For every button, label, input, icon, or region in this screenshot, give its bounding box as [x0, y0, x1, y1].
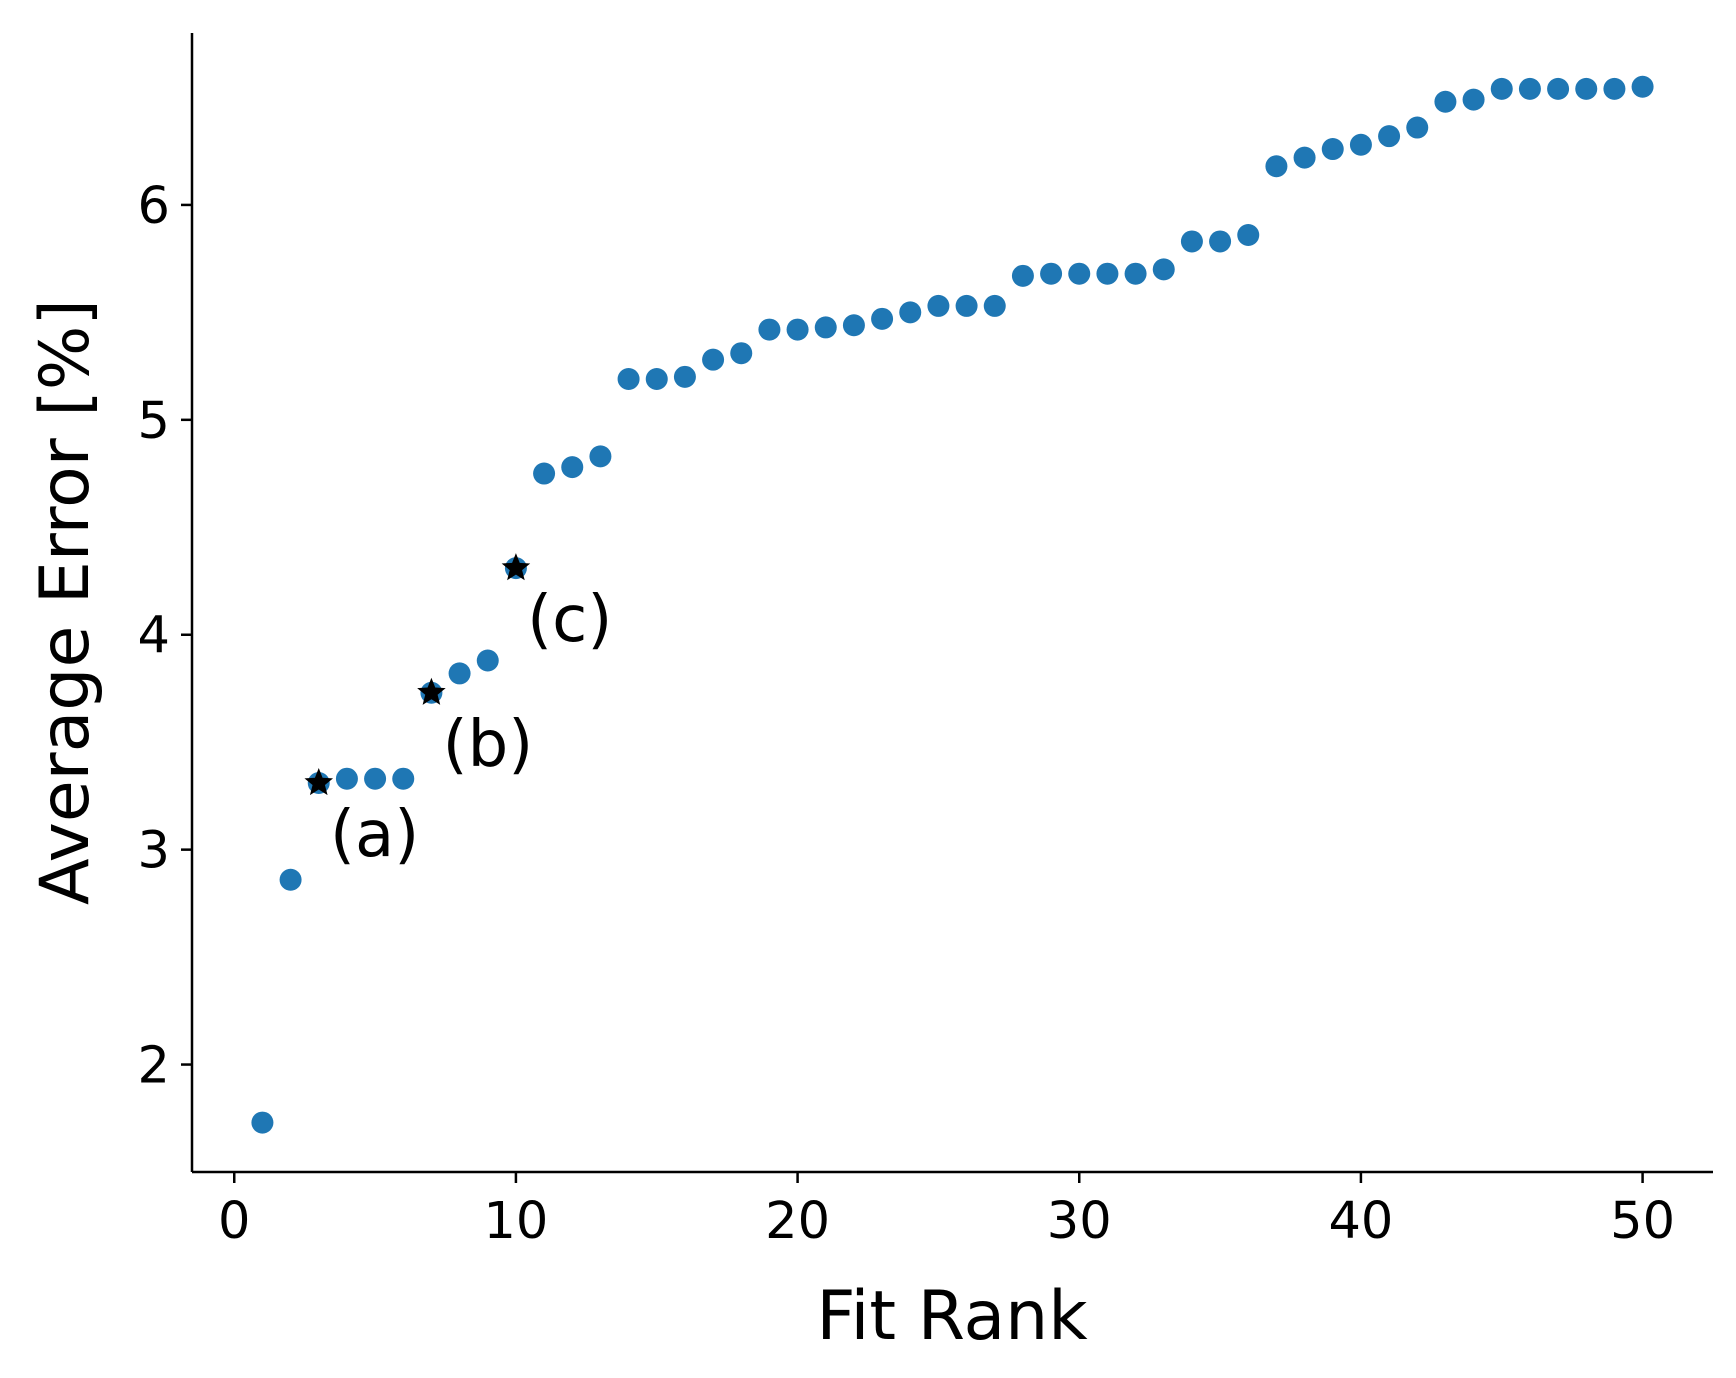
data-point: [1349, 133, 1372, 156]
data-point: [1603, 77, 1626, 100]
data-point: [1631, 75, 1654, 98]
star-marker: [417, 677, 446, 705]
star-marker: [501, 553, 531, 581]
annotation-label: (a): [330, 798, 419, 872]
data-point: [730, 342, 753, 365]
y-tick-label: 3: [138, 822, 170, 881]
data-point: [758, 318, 781, 341]
x-tick-label: 20: [765, 1192, 830, 1251]
data-point: [927, 294, 950, 317]
data-point: [1209, 230, 1232, 253]
star-marker: [304, 768, 334, 796]
data-point: [476, 649, 499, 672]
data-point: [1040, 262, 1063, 285]
y-tick-label: 2: [138, 1037, 170, 1096]
x-tick-label: 40: [1328, 1192, 1393, 1251]
data-point: [335, 767, 358, 790]
data-point: [899, 301, 922, 324]
data-point: [1124, 262, 1147, 285]
points-layer: [251, 75, 1654, 1134]
y-tick-label: 5: [138, 392, 170, 451]
data-point: [1011, 264, 1034, 287]
data-point: [1293, 146, 1316, 169]
y-ticks-layer: 2 3 4 5 6: [138, 177, 192, 1096]
data-point: [533, 462, 556, 485]
x-tick-label: 10: [483, 1192, 548, 1251]
data-point: [1265, 155, 1288, 178]
data-point: [1068, 262, 1091, 285]
data-point: [364, 767, 387, 790]
data-point: [1462, 88, 1485, 111]
data-point: [448, 662, 471, 685]
annotations-layer: (a) (b) (c): [330, 583, 612, 872]
data-point: [842, 314, 865, 337]
data-point: [673, 365, 696, 388]
y-tick-label: 4: [138, 607, 170, 666]
data-point: [251, 1111, 274, 1134]
data-point: [589, 445, 612, 468]
x-tick-label: 50: [1610, 1192, 1675, 1251]
data-point: [1406, 116, 1429, 139]
x-ticks-layer: 0 10 20 30 40 50: [218, 1172, 1675, 1251]
data-point: [1547, 77, 1570, 100]
data-point: [1096, 262, 1119, 285]
annotation-label: (b): [443, 708, 534, 782]
data-point: [1378, 125, 1401, 148]
data-point: [1237, 224, 1260, 247]
data-point: [955, 294, 978, 317]
data-point: [1180, 230, 1203, 253]
data-point: [1152, 258, 1175, 281]
stars-layer: [304, 553, 531, 796]
data-point: [1490, 77, 1513, 100]
x-tick-label: 30: [1047, 1192, 1112, 1251]
data-point: [392, 767, 415, 790]
data-point: [279, 868, 302, 891]
y-axis-title: Average Error [%]: [26, 299, 105, 905]
data-point: [1434, 90, 1457, 113]
data-point: [1321, 138, 1344, 161]
data-point: [702, 348, 725, 371]
data-point: [786, 318, 809, 341]
data-point: [561, 456, 584, 479]
data-point: [983, 294, 1006, 317]
annotation-label: (c): [527, 583, 612, 657]
x-tick-label: 0: [218, 1192, 250, 1251]
data-point: [645, 367, 668, 390]
data-point: [1575, 77, 1598, 100]
x-axis-title: Fit Rank: [816, 1277, 1088, 1356]
y-tick-label: 6: [138, 177, 170, 236]
data-point: [871, 307, 894, 330]
data-point: [1518, 77, 1541, 100]
data-point: [617, 367, 640, 390]
data-point: [814, 316, 837, 339]
